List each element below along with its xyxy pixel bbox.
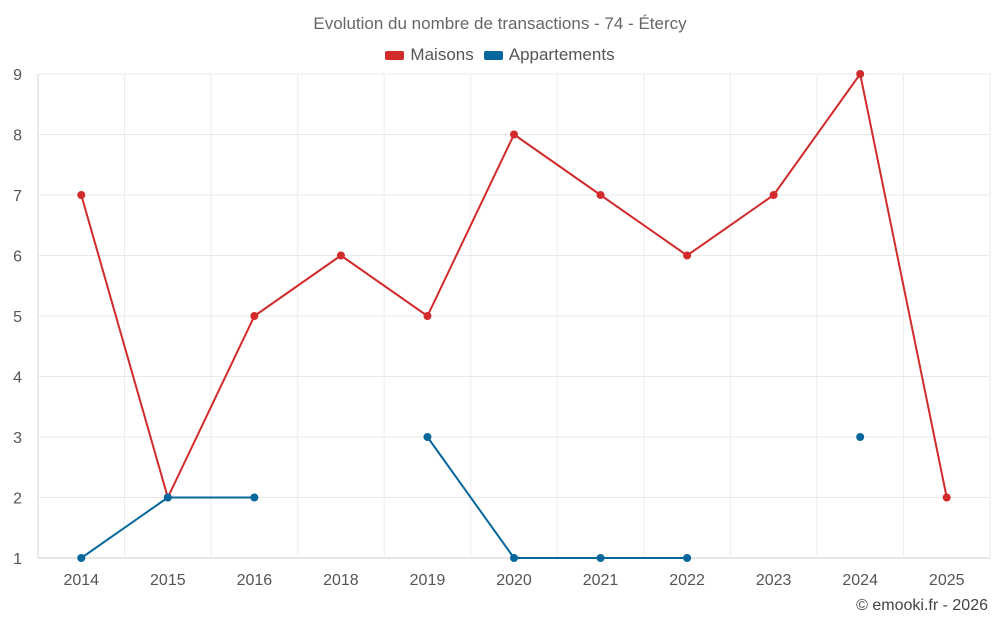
data-point-appartements — [596, 554, 605, 562]
legend-swatch-appartements — [483, 50, 503, 60]
x-tick-label: 2024 — [842, 572, 878, 589]
legend-item-maisons[interactable]: Maisons — [385, 45, 474, 65]
data-point-maisons — [250, 312, 259, 320]
y-tick-label: 9 — [13, 67, 22, 84]
data-point-appartements — [250, 493, 259, 502]
y-tick-label: 4 — [13, 370, 22, 387]
series-line-appartements — [80, 496, 255, 559]
data-point-maisons — [596, 191, 605, 199]
y-tick-label: 7 — [13, 188, 22, 205]
y-tick-label: 2 — [13, 491, 22, 508]
data-point-appartements — [856, 433, 865, 441]
chart-title: Evolution du nombre de transactions - 74… — [313, 14, 687, 33]
data-point-maisons — [683, 251, 692, 260]
x-tick-label: 2018 — [323, 572, 359, 589]
x-tick-label: 2019 — [410, 572, 446, 589]
data-point-appartements — [77, 554, 86, 562]
data-point-maisons — [942, 493, 951, 502]
y-tick-label: 6 — [13, 249, 22, 266]
legend: Maisons Appartements — [0, 45, 1000, 65]
x-tick-label: 2023 — [756, 572, 792, 589]
legend-label-appartements: Appartements — [508, 45, 615, 64]
data-point-appartements — [163, 493, 172, 502]
data-point-maisons — [336, 251, 345, 260]
data-point-maisons — [423, 312, 432, 320]
data-point-maisons — [510, 130, 518, 139]
y-tick-label: 8 — [13, 128, 22, 145]
legend-label-maisons: Maisons — [410, 45, 474, 64]
series-line-appartements — [426, 436, 688, 559]
x-tick-label: 2025 — [929, 572, 965, 589]
x-tick-label: 2022 — [669, 572, 705, 589]
data-point-maisons — [77, 191, 86, 199]
x-tick-label: 2016 — [237, 572, 273, 589]
data-point-appartements — [683, 554, 692, 562]
y-tick-label: 1 — [13, 551, 22, 568]
y-tick-label: 5 — [13, 309, 22, 326]
y-tick-label: 3 — [13, 430, 22, 447]
x-tick-label: 2015 — [150, 572, 186, 589]
data-point-appartements — [510, 554, 518, 562]
data-point-appartements — [423, 433, 432, 441]
data-point-maisons — [769, 191, 778, 199]
legend-swatch-maisons — [385, 50, 405, 60]
x-tick-label: 2014 — [63, 572, 99, 589]
x-tick-label: 2020 — [496, 572, 532, 589]
x-tick-label: 2021 — [583, 572, 619, 589]
footer-credit: © emooki.fr - 2026 — [856, 597, 988, 614]
legend-item-appartements[interactable]: Appartements — [483, 45, 615, 65]
data-point-maisons — [856, 70, 865, 78]
